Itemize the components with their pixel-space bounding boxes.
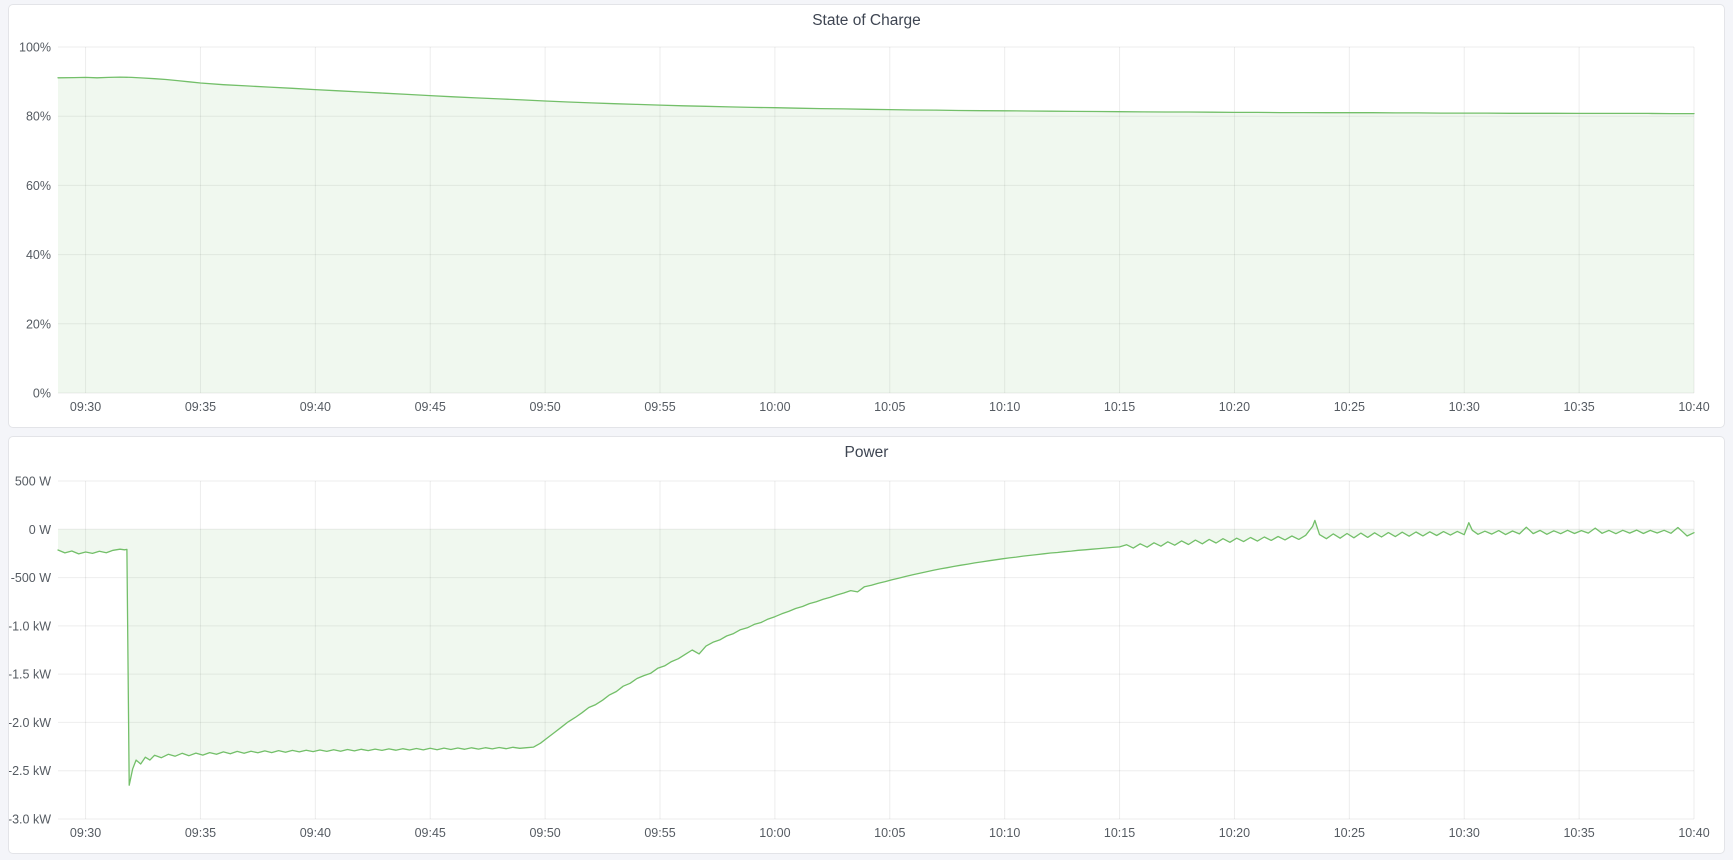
x-axis-tick-label: 10:15 xyxy=(1104,400,1135,414)
y-axis-tick-label: 60% xyxy=(26,179,51,193)
x-axis-tick-label: 09:45 xyxy=(415,826,446,840)
x-axis-tick-label: 10:05 xyxy=(874,400,905,414)
y-axis-tick-label: 20% xyxy=(26,317,51,331)
x-axis-tick-label: 10:15 xyxy=(1104,826,1135,840)
series-area-fill xyxy=(58,77,1694,393)
x-axis-tick-label: 10:00 xyxy=(759,826,790,840)
x-axis-tick-label: 10:00 xyxy=(759,400,790,414)
y-axis-tick-label: 500 W xyxy=(15,475,51,489)
y-axis-tick-label: -2.5 kW xyxy=(9,764,51,778)
x-axis-tick-label: 09:30 xyxy=(70,400,101,414)
soc-panel: State of Charge 0% 20% 40% 60% 80% 100% 09:30 0… xyxy=(8,4,1725,428)
x-axis-tick-label: 09:35 xyxy=(185,400,216,414)
x-axis-tick-label: 09:50 xyxy=(529,400,560,414)
y-axis-tick-label: 80% xyxy=(26,110,51,124)
x-axis-tick-label: 10:35 xyxy=(1563,826,1594,840)
x-axis-tick-label: 10:20 xyxy=(1219,400,1250,414)
soc-panel-title[interactable]: State of Charge xyxy=(812,12,921,29)
x-axis-tick-label: 09:55 xyxy=(644,826,675,840)
x-axis-tick-label: 09:40 xyxy=(300,400,331,414)
x-axis-tick-label: 10:10 xyxy=(989,826,1020,840)
series-line xyxy=(57,76,1695,115)
power-panel: Power 500 W 0 W -500 W -1.0 kW -1.5 kW -2.0 k… xyxy=(8,436,1725,854)
y-axis-tick-label: -2.0 kW xyxy=(9,716,51,730)
x-axis-tick-label: 10:40 xyxy=(1678,400,1709,414)
x-axis-tick-label: 10:25 xyxy=(1334,826,1365,840)
y-axis-tick-label: 0% xyxy=(33,387,51,401)
x-axis-tick-label: 10:05 xyxy=(874,826,905,840)
y-axis-tick-label: -3.0 kW xyxy=(9,813,51,827)
y-axis-tick-label: 100% xyxy=(19,41,51,55)
x-axis-tick-label: 09:50 xyxy=(529,826,560,840)
y-axis-tick-label: -1.0 kW xyxy=(9,619,51,633)
x-axis-tick-label: 10:30 xyxy=(1449,826,1480,840)
x-axis-tick-label: 09:30 xyxy=(70,826,101,840)
soc-chart[interactable]: 0% 20% 40% 60% 80% 100% 09:30 09:35 09:40 09:45 09… xyxy=(9,37,1724,427)
power-panel-title[interactable]: Power xyxy=(844,444,889,461)
y-axis-tick-label: 40% xyxy=(26,248,51,262)
x-axis-tick-label: 09:45 xyxy=(415,400,446,414)
power-chart[interactable]: 500 W 0 W -500 W -1.0 kW -1.5 kW -2.0 kW -2.5 … xyxy=(9,469,1724,853)
series-area-fill xyxy=(58,520,1694,786)
y-axis-tick-label: -500 W xyxy=(11,571,51,585)
x-axis-tick-label: 10:25 xyxy=(1334,400,1365,414)
x-axis-tick-label: 09:35 xyxy=(185,826,216,840)
x-axis-tick-label: 10:20 xyxy=(1219,826,1250,840)
x-axis-tick-label: 10:35 xyxy=(1563,400,1594,414)
series-line xyxy=(57,519,1695,786)
y-axis-tick-label: -1.5 kW xyxy=(9,668,51,682)
y-axis-tick-label: 0 W xyxy=(29,523,51,537)
x-axis-tick-label: 10:30 xyxy=(1449,400,1480,414)
x-axis-tick-label: 10:10 xyxy=(989,400,1020,414)
x-axis-tick-label: 09:40 xyxy=(300,826,331,840)
x-axis-tick-label: 09:55 xyxy=(644,400,675,414)
x-axis-tick-label: 10:40 xyxy=(1678,826,1709,840)
